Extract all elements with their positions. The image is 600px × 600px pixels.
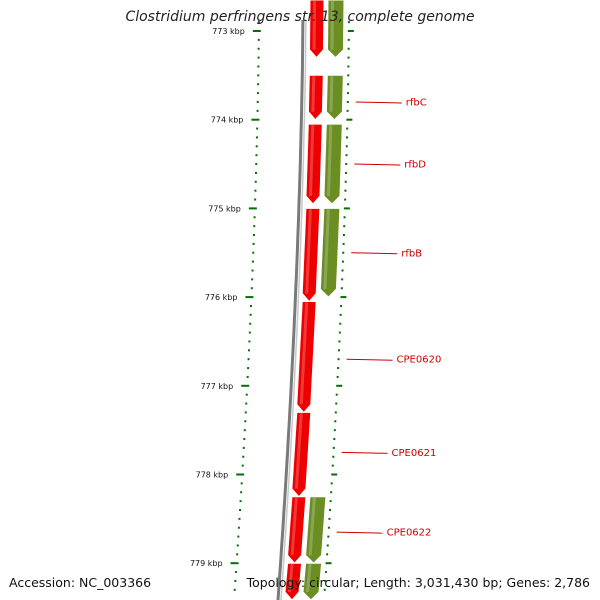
gene-arrow-0-highlight [330, 1, 334, 50]
gene-labels: rfbC rfbD rfbB CPE0620 CPE0621 CPE0622 [336, 97, 442, 539]
label-leader-3 [346, 358, 393, 361]
tick-label-778: 778 kbp [196, 471, 229, 480]
tick-label-777: 777 kbp [201, 382, 234, 391]
cds-arrow-1 [307, 74, 324, 121]
gene-label-rfbd: rfbD [404, 160, 426, 171]
accession-text: Accession: NC_003366 [9, 575, 152, 590]
gene-arrow-1-highlight [329, 76, 334, 112]
tick-label-773: 773 kbp [212, 27, 245, 36]
cds-arrow-7 [284, 562, 303, 600]
cds-arrow-3-highlight [305, 209, 312, 294]
label-leader-0 [355, 101, 402, 104]
tick-label-779: 779 kbp [190, 559, 223, 568]
cds-arrow-4-highlight [299, 302, 309, 405]
cds-arrow-7-highlight [288, 564, 294, 592]
genome-backbone [276, 19, 307, 600]
gene-label-cpe0622: CPE0622 [387, 528, 432, 539]
gene-arrow-3 [319, 207, 341, 298]
cds-arrow-5-highlight [294, 413, 303, 489]
tick-label-775: 775 kbp [208, 204, 241, 213]
tick-label-776: 776 kbp [205, 293, 238, 302]
label-leader-4 [341, 451, 388, 454]
cds-arrow-3 [301, 207, 321, 303]
backbone-highlight [280, 19, 307, 600]
gene-arrow-5-highlight [306, 564, 312, 592]
scale-ticks: 773 kbp 774 kbp 775 kbp 776 kbp 777 kbp 778 k… [190, 21, 354, 591]
cds-arrow-2-highlight [309, 125, 315, 196]
backbone-line [276, 19, 305, 600]
map-title: Clostridium perfringens str. 13, complet… [125, 9, 475, 25]
genome-summary: Topology: circular; Length: 3,031,430 bp… [246, 575, 590, 590]
label-leader-2 [351, 252, 398, 255]
gene-arrow-0 [326, 0, 345, 59]
gene-arrow-3-highlight [323, 209, 330, 290]
label-leader-1 [354, 163, 401, 166]
cds-arrow-6-highlight [290, 497, 298, 556]
gene-arrow-5 [302, 562, 323, 600]
cds-arrow-2 [305, 123, 323, 205]
gene-arrow-1 [325, 74, 344, 121]
gene-label-cpe0620: CPE0620 [397, 355, 442, 366]
cds-arrow-6 [287, 496, 307, 564]
cds-arrow-0 [308, 0, 325, 59]
cds-arrow-4 [296, 301, 317, 414]
gene-label-cpe0621: CPE0621 [392, 448, 437, 459]
cds-arrow-1-highlight [311, 76, 316, 112]
label-leader-5 [336, 531, 383, 534]
gene-arrow-2 [323, 123, 343, 205]
gene-label-rfbc: rfbC [406, 97, 427, 108]
gene-label-rfbb: rfbB [401, 248, 422, 259]
gene-arrow-4 [305, 496, 327, 564]
cds-arrow-0-highlight [312, 1, 316, 50]
cds-track [284, 0, 325, 600]
tick-label-774: 774 kbp [211, 116, 244, 125]
cds-arrow-5 [291, 411, 312, 498]
gene-arrow-2-highlight [327, 125, 333, 196]
gene-arrow-4-highlight [308, 497, 316, 556]
gene-track [302, 0, 345, 600]
